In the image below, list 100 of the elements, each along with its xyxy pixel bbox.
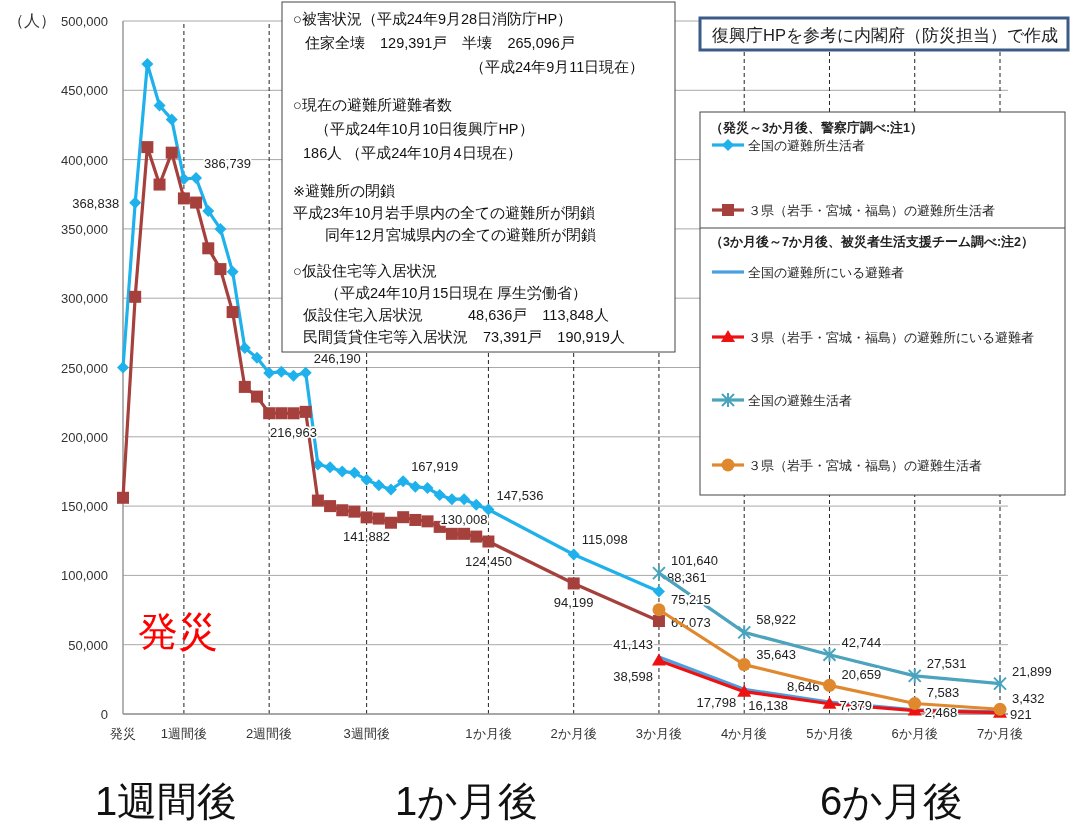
annotation: （発災～3か月後、警察庁調べ:注1） <box>710 120 924 135</box>
point <box>409 513 422 526</box>
data-label: 94,199 <box>553 595 594 611</box>
point <box>129 290 142 303</box>
annotation: 民間賃貸住宅等入居状況 73,391戸 190,919人 <box>303 329 625 345</box>
annotation: 同年12月宮城県内の全ての避難所が閉鎖 <box>325 227 597 243</box>
point <box>190 171 203 184</box>
point <box>409 480 422 493</box>
data-label: 115,098 <box>581 532 628 548</box>
y-tick-label: 500,000 <box>61 14 108 29</box>
data-label: 3,432 <box>1012 691 1045 707</box>
point <box>458 527 471 540</box>
point <box>907 667 922 684</box>
point <box>652 585 665 598</box>
point <box>336 465 349 478</box>
x-tick-label: 3週間後 <box>343 726 390 741</box>
data-label: 246,190 <box>313 350 361 366</box>
annotation: 186人 （平成24年10月4日現在） <box>303 145 522 161</box>
y-axis-title: （人） <box>8 12 56 29</box>
annotation: （平成24年10月10日復興庁HP） <box>315 121 534 137</box>
point <box>141 141 154 154</box>
annotation: ※避難所の閉鎖 <box>293 183 396 199</box>
point <box>445 493 458 506</box>
x-tick-label: 4か月後 <box>721 726 768 741</box>
x-tick-label: 3か月後 <box>635 726 683 741</box>
point <box>737 658 751 672</box>
data-label: 8,646 <box>786 679 820 695</box>
point <box>287 407 300 420</box>
data-label: 41,143 <box>613 636 653 652</box>
point <box>202 204 215 217</box>
y-tick-label: 50,000 <box>68 637 108 653</box>
point <box>470 498 483 511</box>
point <box>336 504 349 517</box>
point <box>165 146 178 159</box>
point <box>993 675 1007 692</box>
data-label: 167,919 <box>411 459 459 475</box>
point <box>263 407 276 420</box>
data-label: 38,598 <box>613 668 653 684</box>
data-label: 7,583 <box>926 685 960 701</box>
data-label: 2,468 <box>924 704 958 720</box>
x-tick-label: 2週間後 <box>246 726 293 741</box>
point <box>275 407 288 420</box>
point <box>822 678 836 692</box>
x-tick-label: 6か月後 <box>891 726 938 741</box>
point <box>482 535 495 548</box>
point <box>384 483 397 496</box>
x-tick-label: 発災 <box>110 726 136 741</box>
point <box>117 491 129 504</box>
point <box>567 577 580 590</box>
point <box>299 405 312 418</box>
point <box>737 624 752 641</box>
point <box>275 365 288 378</box>
x-tick-label: 1か月後 <box>465 726 512 741</box>
data-label: 21,899 <box>1012 663 1052 679</box>
point <box>141 57 154 70</box>
point <box>202 242 215 255</box>
annotation: 住家全壊 129,391戸 半壊 265,096戸 <box>304 35 575 51</box>
point <box>652 603 666 617</box>
x-tick-label: 2か月後 <box>550 726 597 741</box>
annotation: （平成24年9月11日現在） <box>470 59 645 75</box>
data-label: 130,008 <box>440 511 488 527</box>
data-label: 42,744 <box>841 634 882 650</box>
y-tick-label: 100,000 <box>61 568 108 584</box>
data-label: 20,659 <box>841 667 882 683</box>
point <box>822 646 837 663</box>
annotation: 復興庁HPを参考に内閣府（防災担当）で作成 <box>712 26 1058 44</box>
point <box>372 479 385 492</box>
point <box>324 461 337 474</box>
legend-label: ３県（岩手・宮城・福島）の避難所にいる避難者 <box>748 330 1034 345</box>
point <box>360 473 373 486</box>
point <box>153 178 166 191</box>
data-label: 17,798 <box>696 695 737 711</box>
annotation: （3か月後～7か月後、被災者生活支援チーム調べ:注2） <box>710 234 1035 249</box>
point <box>482 503 495 516</box>
legend-label: 全国の避難生活者 <box>748 393 852 408</box>
point <box>214 263 227 276</box>
y-tick-label: 350,000 <box>61 221 108 237</box>
legend-label: 全国の避難所にいる避難者 <box>748 265 904 280</box>
point <box>250 351 263 364</box>
point <box>397 475 410 488</box>
legend-label: ３県（岩手・宮城・福島）の避難所生活者 <box>748 203 995 218</box>
data-label: 147,536 <box>496 487 544 503</box>
source-box: 復興庁HPを参考に内閣府（防災担当）で作成 <box>698 16 1070 52</box>
x-tick-label: 7か月後 <box>976 726 1024 741</box>
annotation: ○現在の避難所避難者数 <box>293 97 452 113</box>
point <box>360 511 373 524</box>
point <box>348 466 361 479</box>
y-tick-label: 400,000 <box>61 152 108 168</box>
point <box>165 113 178 126</box>
point <box>238 380 251 393</box>
data-label: 58,922 <box>756 612 796 628</box>
text: 6か月後 <box>820 779 964 823</box>
point <box>567 548 580 561</box>
annotation: （平成24年10月15日現在 厚生労働省） <box>325 285 588 301</box>
data-label: 124,450 <box>464 553 512 569</box>
point <box>311 494 324 507</box>
point <box>421 515 434 528</box>
annotation: ○仮設住宅等入居状況 <box>293 263 437 279</box>
annotation: 平成23年10月岩手県内の全ての避難所が閉鎖 <box>293 205 596 221</box>
point <box>458 493 471 506</box>
